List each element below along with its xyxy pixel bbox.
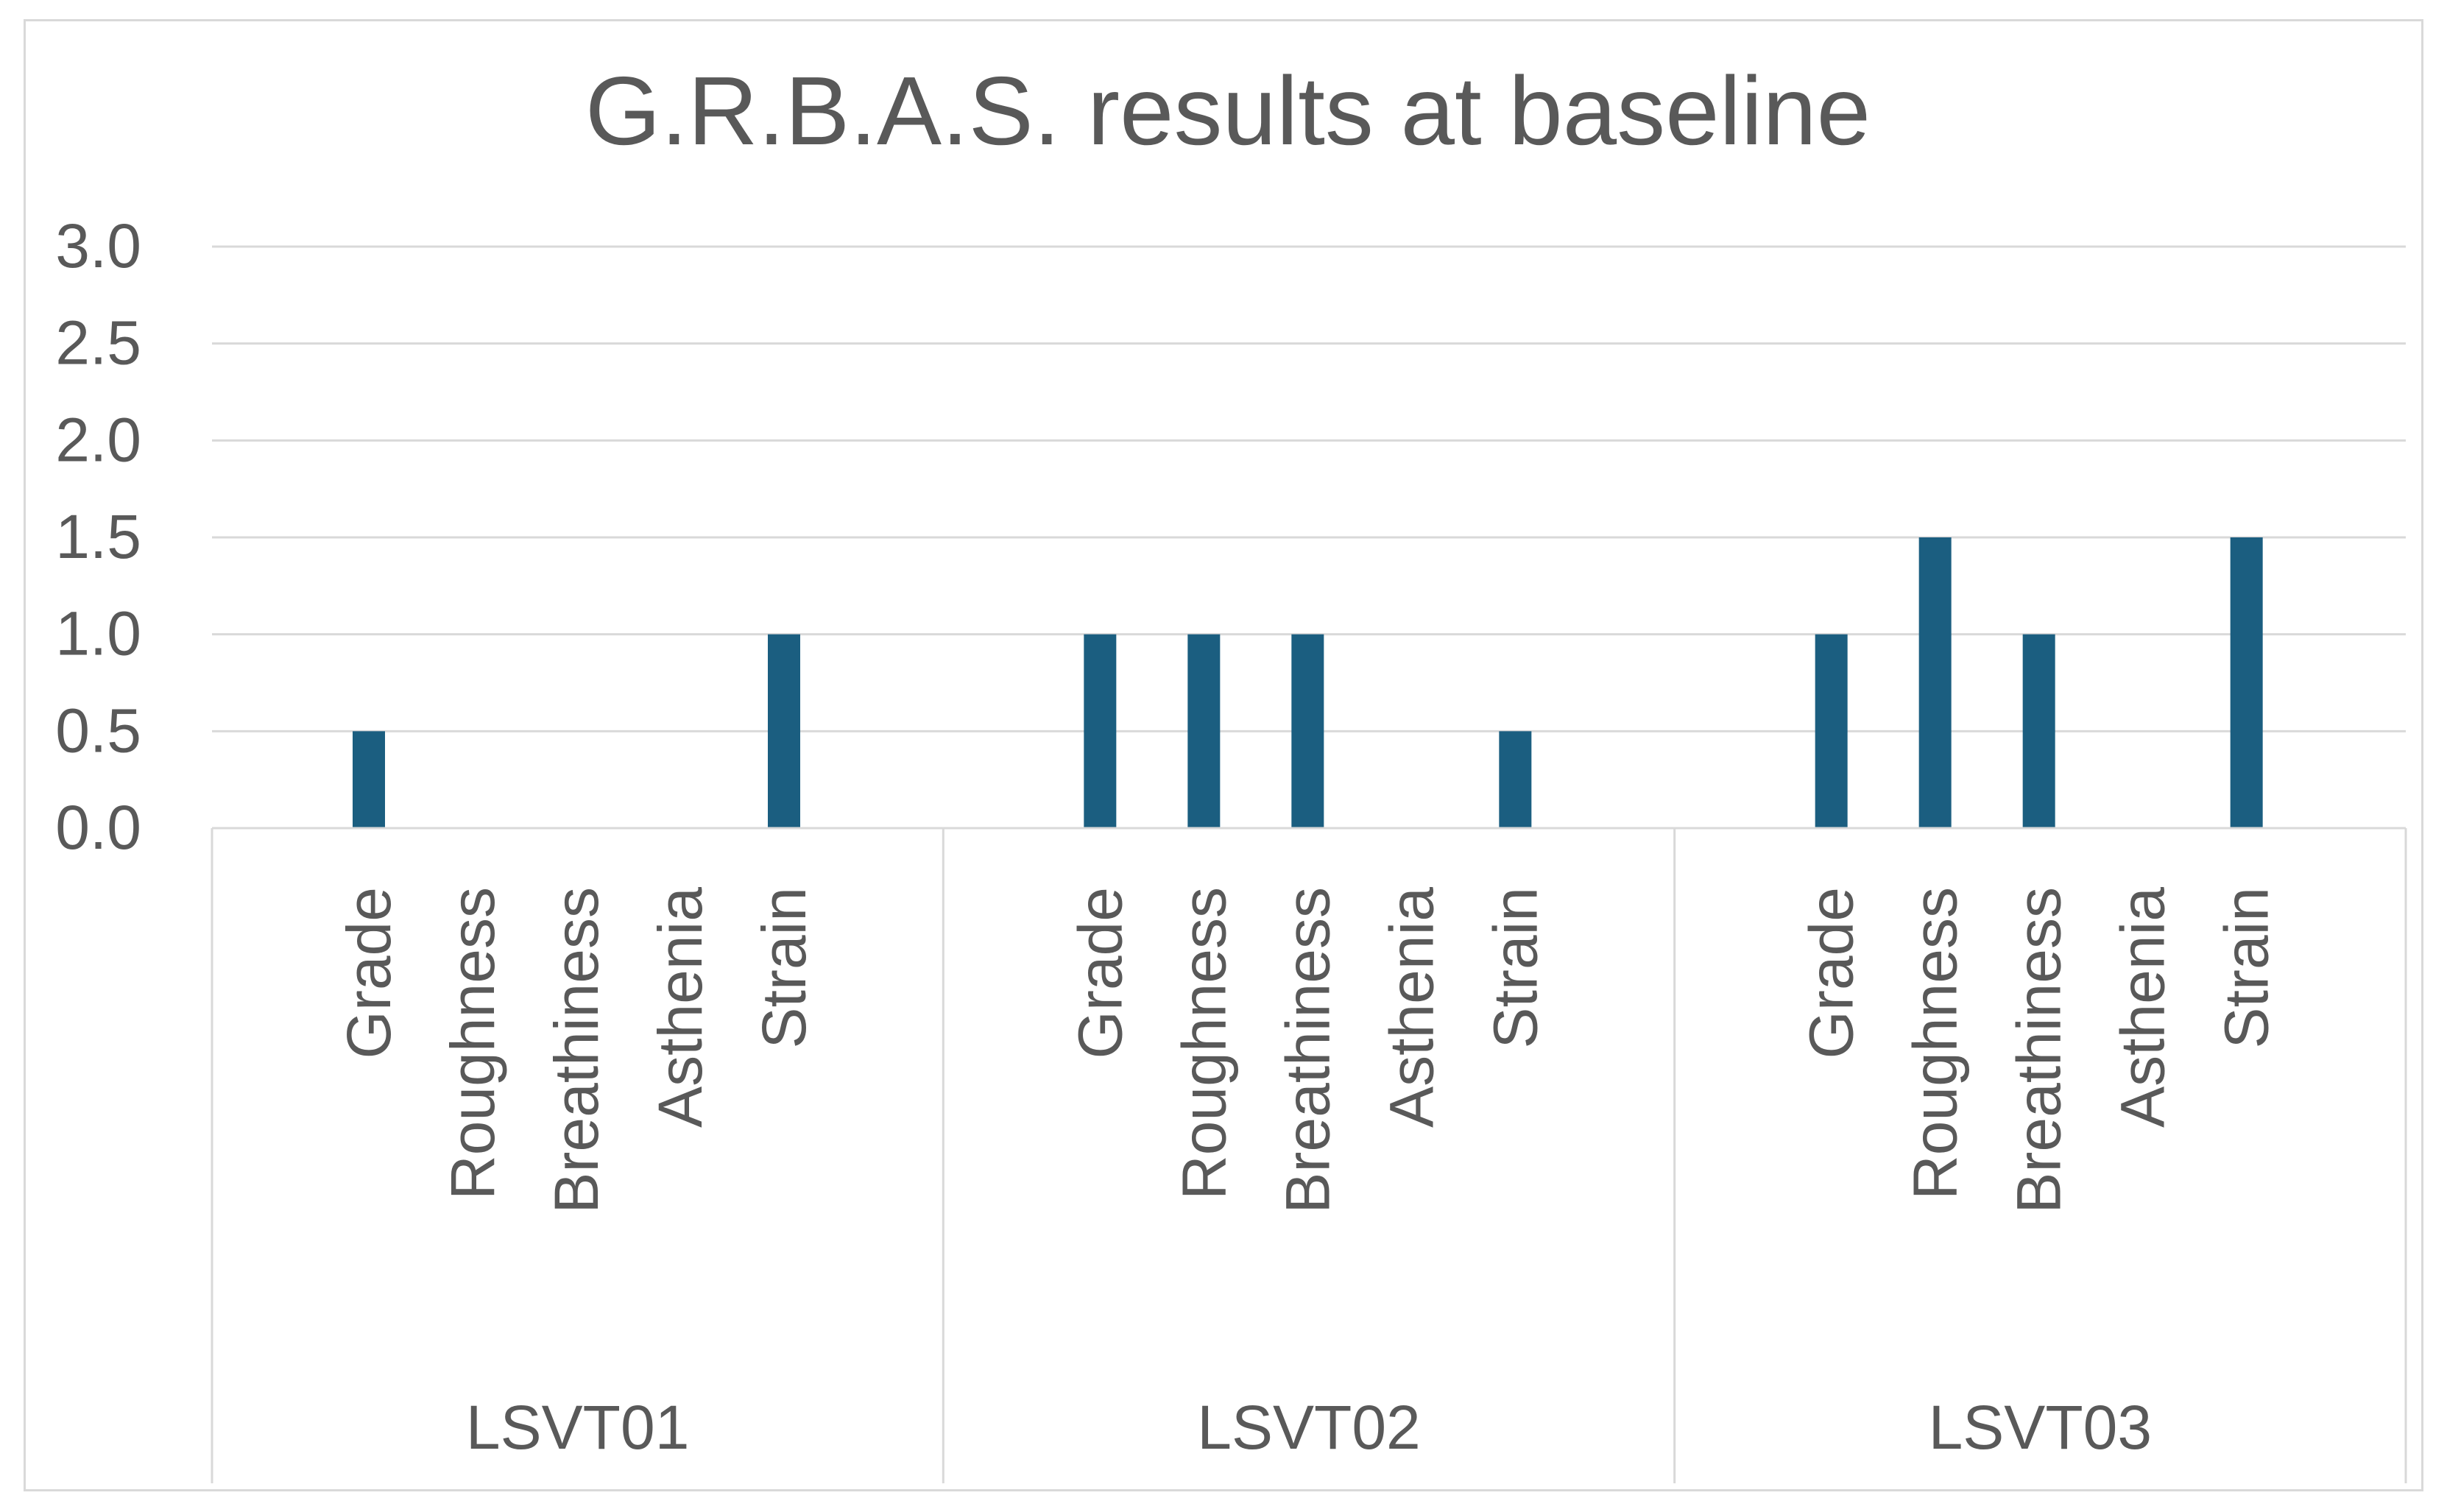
- x-category-label: Asthenia: [1377, 887, 1446, 1128]
- y-tick-label: 2.0: [55, 405, 141, 474]
- x-category-label: Grade: [334, 887, 403, 1059]
- y-tick-label: 0.0: [55, 793, 141, 862]
- bar-lsvt02-roughness: [1187, 634, 1221, 828]
- x-category-label: Breathiness: [542, 887, 611, 1214]
- x-group-label: LSVT01: [466, 1393, 690, 1462]
- bar-lsvt03-breathiness: [2022, 634, 2055, 828]
- y-axis-ticks: 0.0 0.5 1.0 1.5 2.0 2.5 3.0: [55, 211, 141, 862]
- x-category-label: Grade: [1797, 887, 1866, 1059]
- y-tick-label: 0.5: [55, 696, 141, 765]
- bar-lsvt03-grade: [1815, 634, 1848, 828]
- bar-lsvt01-strain: [768, 634, 800, 828]
- bar-lsvt03-strain: [2230, 537, 2263, 828]
- y-tick-label: 1.0: [55, 599, 141, 668]
- x-group-label: LSVT03: [1929, 1393, 2153, 1462]
- x-category-label: Strain: [2212, 887, 2281, 1048]
- x-category-label: Roughness: [1169, 887, 1238, 1200]
- chart-title: G.R.B.A.S. results at baseline: [585, 57, 1871, 165]
- x-category-label: Asthenia: [2108, 887, 2178, 1128]
- x-category-label: Roughness: [438, 887, 507, 1200]
- bars: [353, 537, 2263, 828]
- x-category-label: Breathiness: [2005, 887, 2074, 1214]
- bar-lsvt02-breathiness: [1291, 634, 1324, 828]
- bar-lsvt02-grade: [1084, 634, 1117, 828]
- bar-lsvt01-grade: [353, 731, 385, 828]
- bar-lsvt02-strain: [1499, 731, 1532, 828]
- y-tick-label: 2.5: [55, 308, 141, 378]
- y-tick-label: 3.0: [55, 211, 141, 280]
- x-category-label: Breathiness: [1273, 887, 1342, 1214]
- x-category-label: Strain: [749, 887, 819, 1048]
- x-category-label: Asthenia: [646, 887, 715, 1128]
- bar-lsvt03-roughness: [1918, 537, 1952, 828]
- x-axis: Grade Roughness Breathiness Asthenia Strain L…: [211, 827, 2407, 1483]
- y-tick-label: 1.5: [55, 502, 141, 571]
- x-category-label: Grade: [1065, 887, 1134, 1059]
- x-group-label: LSVT02: [1197, 1393, 1421, 1462]
- x-category-label: Strain: [1480, 887, 1550, 1048]
- x-category-label: Roughness: [1901, 887, 1970, 1200]
